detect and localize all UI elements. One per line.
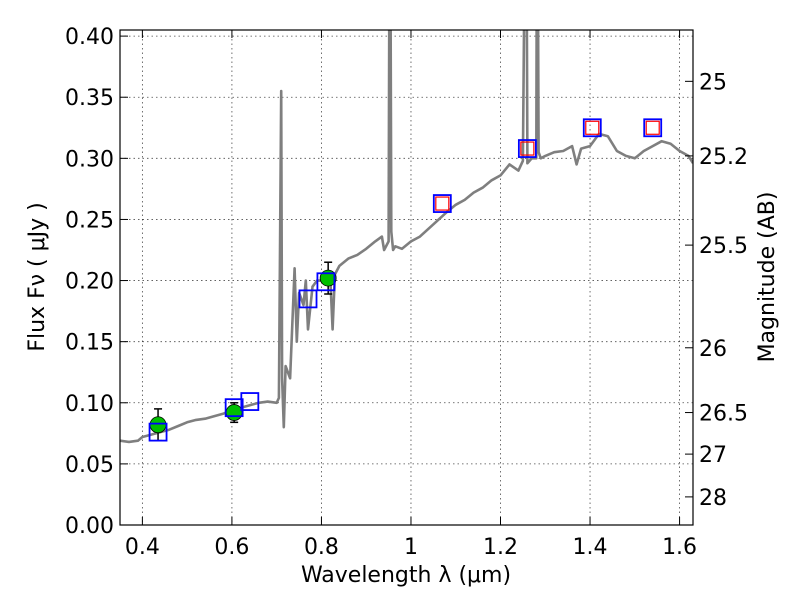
mag-tick-label: 25 — [699, 70, 727, 95]
predicted-square — [435, 196, 450, 211]
y-tick-label: 0.20 — [65, 270, 114, 295]
observed-point — [149, 416, 167, 434]
y-tick-label: 0.05 — [65, 453, 114, 478]
y-tick-label: 0.35 — [65, 86, 114, 111]
x-axis-title: Wavelength λ (μm) — [301, 563, 511, 588]
model-square — [240, 392, 260, 411]
x-tick-label: 1.6 — [662, 535, 697, 560]
mag-tick-label: 25.2 — [699, 145, 748, 170]
x-tick-label: 1.2 — [483, 535, 518, 560]
model-square — [298, 289, 318, 309]
mag-tick-label: 28 — [699, 486, 727, 511]
predicted-square — [645, 120, 660, 135]
mag-tick-label: 27 — [699, 443, 727, 468]
y-tick-label: 0.15 — [65, 331, 114, 356]
y-axis-title: Flux Fν ( μJy ) — [25, 202, 50, 351]
plot-area — [120, 30, 693, 444]
mag-tick-label: 25.5 — [699, 234, 748, 259]
y-tick-label: 0.10 — [65, 392, 114, 417]
model-square — [432, 194, 452, 213]
model-square — [582, 118, 602, 138]
model-square — [517, 139, 537, 158]
y-tick-label: 0.40 — [65, 25, 114, 50]
mag-tick-label: 26 — [699, 337, 727, 362]
y-tick-label: 0.30 — [65, 147, 114, 172]
plot-frame — [119, 29, 694, 526]
predicted-square — [585, 120, 600, 135]
axis-ticks: 0.4 0.6 0.8 1 1.2 1.4 1.6 0.00 0.05 0.10 0.15 0.20 0… — [65, 25, 748, 560]
x-tick-label: 0.6 — [214, 535, 249, 560]
mag-tick-label: 26.5 — [699, 402, 748, 427]
x-tick-label: 1 — [404, 535, 418, 560]
y2-axis-title: Magnitude (AB) — [755, 192, 780, 363]
plot-background — [120, 30, 693, 525]
y-tick-label: 0.00 — [65, 514, 114, 539]
x-tick-label: 1.4 — [573, 535, 608, 560]
x-tick-label: 0.4 — [125, 535, 160, 560]
y-tick-label: 0.25 — [65, 208, 114, 233]
observed-point — [225, 404, 243, 421]
predicted-square — [520, 141, 535, 156]
model-square — [316, 272, 336, 292]
spectrum-line — [120, 30, 693, 444]
model-square — [148, 422, 168, 442]
model-square — [643, 118, 663, 138]
model-square — [224, 398, 244, 418]
x-tick-label: 0.8 — [304, 535, 339, 560]
